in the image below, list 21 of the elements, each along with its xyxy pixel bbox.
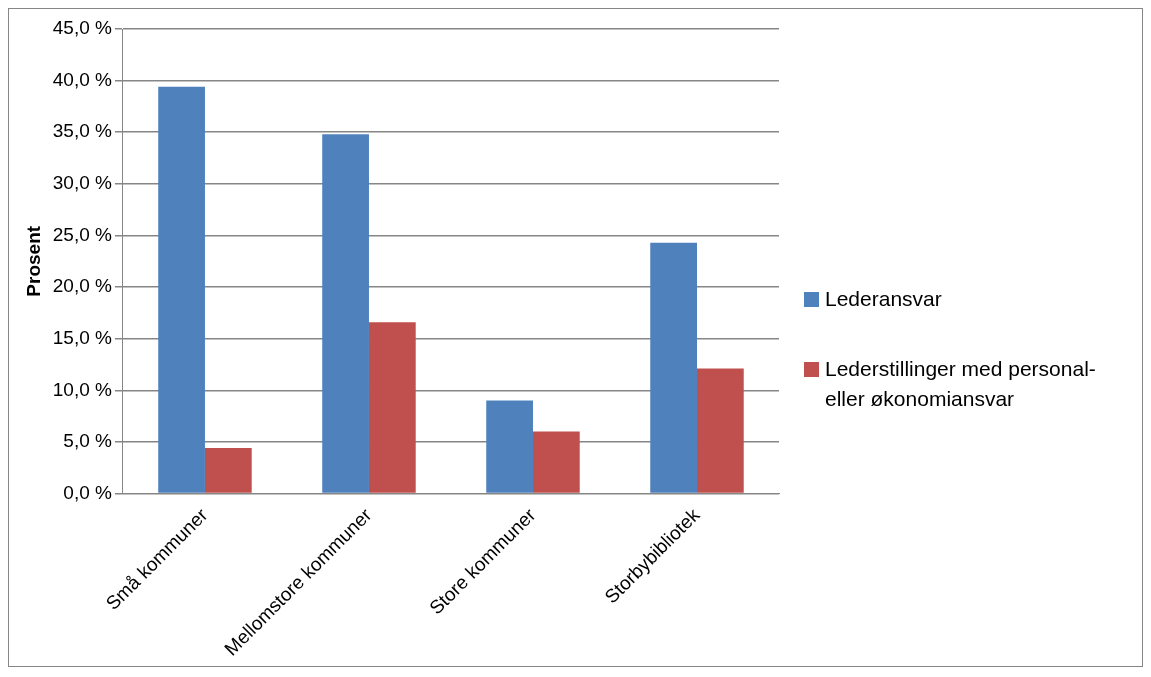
y-tick-label: 40,0 % [52,68,113,90]
y-tick-label: 15,0 % [52,326,113,348]
y-tick-label: 5,0 % [63,430,113,452]
legend-label: Lederansvar [825,286,942,312]
bar [368,322,416,493]
y-axis-title: Prosent [22,225,44,297]
bar [650,242,697,493]
bar [322,134,369,493]
y-tick-label: 35,0 % [52,120,113,142]
bar [158,86,205,493]
y-tick-label: 45,0 % [52,17,113,39]
y-tick-label: 25,0 % [52,223,113,245]
y-tick-label: 0,0 % [63,481,113,503]
bar [486,400,533,493]
legend-label: Lederstillinger med personal- eller økonomiansvar [825,356,1097,412]
bar [532,431,580,493]
y-tick-label: 10,0 % [52,378,113,400]
bar [204,448,252,493]
y-tick-label: 20,0 % [52,275,113,297]
y-tick-label: 30,0 % [52,172,113,194]
bar [696,368,744,493]
